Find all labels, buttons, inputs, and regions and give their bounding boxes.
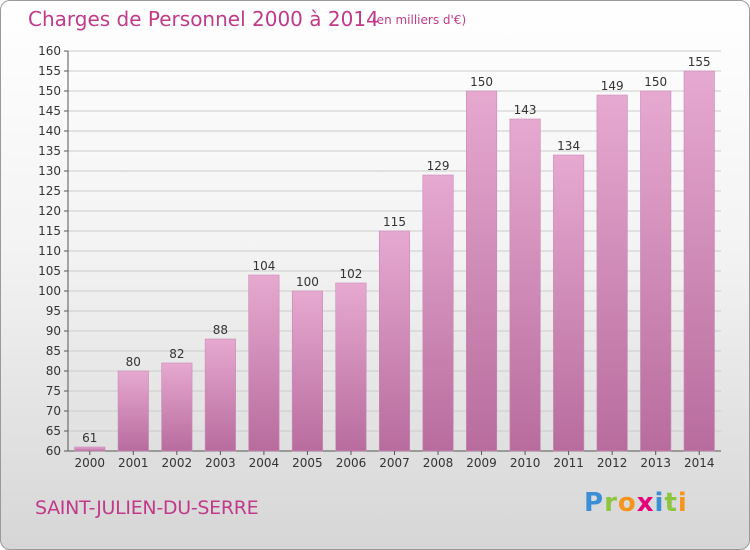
- bar: [422, 174, 454, 452]
- data-label: 134: [557, 139, 580, 153]
- x-tick-label: 2013: [640, 456, 671, 470]
- data-label: 115: [383, 215, 406, 229]
- y-tick-label: 115: [38, 224, 61, 238]
- bar: [291, 290, 323, 452]
- y-tick-label: 80: [46, 364, 61, 378]
- logo-letter: r: [604, 488, 618, 518]
- x-tick-label: 2008: [423, 456, 454, 470]
- y-tick-label: 155: [38, 64, 61, 78]
- data-label: 100: [296, 275, 319, 289]
- y-tick-label: 65: [46, 424, 61, 438]
- y-tick-label: 90: [46, 324, 61, 338]
- bar: [683, 70, 715, 452]
- bar: [640, 90, 672, 452]
- bar: [596, 94, 628, 452]
- x-tick-label: 2011: [553, 456, 584, 470]
- data-label: 149: [601, 79, 624, 93]
- chart-title: Charges de Personnel 2000 à 2014: [28, 7, 379, 31]
- data-label: 61: [82, 431, 97, 445]
- bar: [161, 362, 193, 452]
- bar: [204, 338, 236, 452]
- x-tick-label: 2010: [510, 456, 541, 470]
- data-label: 102: [340, 267, 363, 281]
- bar: [74, 446, 106, 452]
- y-tick-label: 145: [38, 104, 61, 118]
- y-tick-label: 95: [46, 304, 61, 318]
- y-tick-label: 100: [38, 284, 61, 298]
- y-tick-label: 110: [38, 244, 61, 258]
- bar: [378, 230, 411, 452]
- data-label: 143: [514, 103, 537, 117]
- bars: [74, 70, 715, 452]
- y-tick-label: 60: [46, 444, 61, 458]
- bar: [248, 274, 280, 452]
- bar: [466, 90, 498, 452]
- y-tick-labels: 60 65 70 75 80 85 90 95 100 105 110 115 120 125 130 135…: [38, 44, 61, 458]
- logo-letter: P: [584, 488, 605, 518]
- y-tick-label: 135: [38, 144, 61, 158]
- logo-letter: i: [677, 488, 688, 518]
- data-label: 82: [169, 347, 184, 361]
- y-tick-label: 160: [38, 44, 61, 58]
- bar: [117, 370, 149, 452]
- x-tick-label: 2007: [379, 456, 410, 470]
- data-label: 104: [252, 259, 275, 273]
- x-tick-labels: 2000 2001 2002 2003 2004 2005 2006 2007 2008 2009…: [74, 451, 715, 470]
- data-labels: 61 80 82 88 104 100 102 115 129 150 143 134 149 150 15…: [82, 55, 711, 445]
- data-label: 150: [470, 75, 493, 89]
- x-tick-label: 2004: [249, 456, 280, 470]
- bar: [553, 154, 585, 452]
- y-tick-label: 130: [38, 164, 61, 178]
- bar: [335, 282, 367, 452]
- logo-letter: x: [636, 488, 655, 518]
- data-label: 88: [213, 323, 228, 337]
- x-tick-label: 2003: [205, 456, 236, 470]
- y-tick-label: 140: [38, 124, 61, 138]
- y-tick-label: 105: [38, 264, 61, 278]
- x-tick-label: 2002: [162, 456, 193, 470]
- x-tick-label: 2005: [292, 456, 323, 470]
- data-label: 129: [427, 159, 450, 173]
- data-label: 80: [126, 355, 141, 369]
- y-tick-label: 125: [38, 184, 61, 198]
- x-tick-label: 2014: [684, 456, 715, 470]
- chart-subtitle: (en milliers d'€): [372, 13, 467, 27]
- x-tick-label: 2009: [466, 456, 497, 470]
- x-tick-label: 2000: [74, 456, 105, 470]
- logo-letter: t: [664, 488, 678, 518]
- y-tick-label: 150: [38, 84, 61, 98]
- y-tick-label: 75: [46, 384, 61, 398]
- x-tick-label: 2006: [336, 456, 367, 470]
- data-label: 150: [644, 75, 667, 89]
- y-tick-label: 70: [46, 404, 61, 418]
- x-tick-label: 2012: [597, 456, 628, 470]
- proxiti-logo: Proxiti: [584, 488, 688, 518]
- town-name: SAINT-JULIEN-DU-SERRE: [35, 497, 259, 519]
- y-tick-label: 85: [46, 344, 61, 358]
- y-tick-label: 120: [38, 204, 61, 218]
- x-tick-label: 2001: [118, 456, 149, 470]
- data-label: 155: [688, 55, 711, 69]
- logo-letter: o: [617, 488, 637, 518]
- logo-letter: i: [654, 488, 665, 518]
- bar: [509, 118, 541, 452]
